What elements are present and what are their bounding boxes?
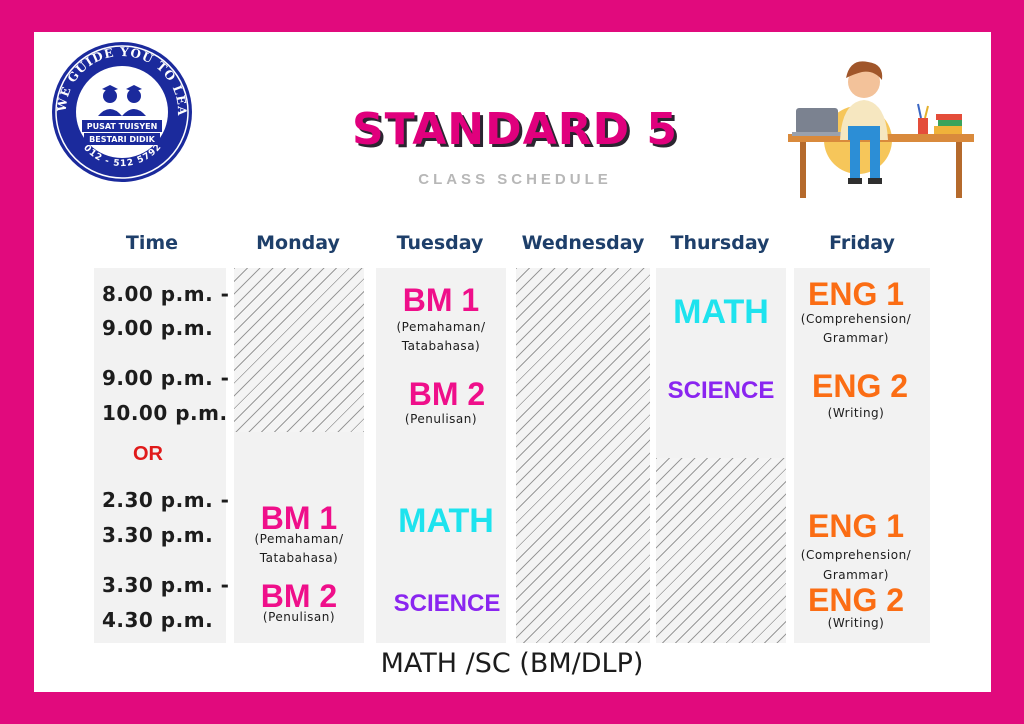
friday-column (794, 268, 930, 643)
friday-eng2-b: ENG 2 (807, 582, 905, 618)
or-label: OR (133, 443, 163, 465)
tuesday-bm1-note-a: (Pemahaman/ (396, 320, 486, 334)
friday-eng1-b-note-b: Grammar) (823, 568, 889, 582)
friday-eng2-note: (Writing) (827, 406, 885, 420)
header-tuesday: Tuesday (396, 232, 484, 254)
header-friday: Friday (829, 232, 895, 254)
time-slot2-start: 9.00 p.m. - (102, 366, 230, 390)
page-title: STANDARD 5 (351, 104, 679, 155)
monday-bm1-note-b: Tatabahasa) (259, 551, 339, 565)
footer-note: MATH /SC (BM/DLP) (380, 648, 644, 679)
monday-bm1: BM 1 (260, 500, 338, 536)
friday-eng1-b: ENG 1 (807, 508, 905, 544)
time-slot3-start: 2.30 p.m. - (102, 488, 230, 512)
header-thursday: Thursday (670, 232, 770, 254)
friday-eng1-note-a: (Comprehension/ (800, 312, 912, 326)
monday-unavailable-block (234, 268, 364, 432)
thursday-math: MATH (673, 293, 769, 331)
logo-line1: PUSAT TUISYEN (87, 122, 158, 131)
tuesday-bm2: BM 2 (408, 376, 486, 412)
thursday-column (656, 268, 786, 458)
time-slot1-end: 9.00 p.m. (102, 316, 214, 340)
tuesday-column (376, 268, 506, 643)
tuesday-bm2-note: (Penulisan) (404, 412, 478, 426)
school-logo: WE GUIDE YOU TO LEAD YOUR FUTURE 012 - 5… (50, 40, 192, 182)
tuesday-bm1: BM 1 (402, 282, 480, 318)
header-monday: Monday (256, 232, 340, 254)
wednesday-unavailable-block (516, 268, 650, 643)
monday-bm1-note-a: (Pemahaman/ (254, 532, 344, 546)
time-slot3-end: 3.30 p.m. (102, 523, 214, 547)
logo-line2: BESTARI DIDIK (89, 135, 156, 144)
friday-eng1-note-b: Grammar) (823, 331, 889, 345)
student-desk-illustration (788, 61, 974, 198)
time-slot2-end: 10.00 p.m. (102, 401, 228, 425)
monday-bm2-note: (Penulisan) (262, 610, 336, 624)
thursday-unavailable-block (656, 458, 786, 643)
time-slot1-start: 8.00 p.m. - (102, 282, 230, 306)
friday-eng2: ENG 2 (811, 368, 909, 404)
header-wednesday: Wednesday (521, 232, 645, 254)
time-column (94, 268, 226, 643)
friday-eng1-b-note-a: (Comprehension/ (800, 548, 912, 562)
monday-bm2: BM 2 (260, 578, 338, 614)
header-time: Time (125, 232, 179, 254)
tuesday-math: MATH (398, 502, 494, 540)
time-slot4-end: 4.30 p.m. (102, 608, 214, 632)
page-subtitle: CLASS SCHEDULE (418, 171, 612, 188)
thursday-science: SCIENCE (667, 377, 775, 404)
time-slot4-start: 3.30 p.m. - (102, 573, 230, 597)
friday-eng1: ENG 1 (807, 276, 905, 312)
graduates-icon (98, 85, 146, 116)
tuesday-bm1-note-b: Tatabahasa) (401, 339, 481, 353)
friday-eng2-b-note: (Writing) (827, 616, 885, 630)
tuesday-science: SCIENCE (393, 590, 501, 617)
